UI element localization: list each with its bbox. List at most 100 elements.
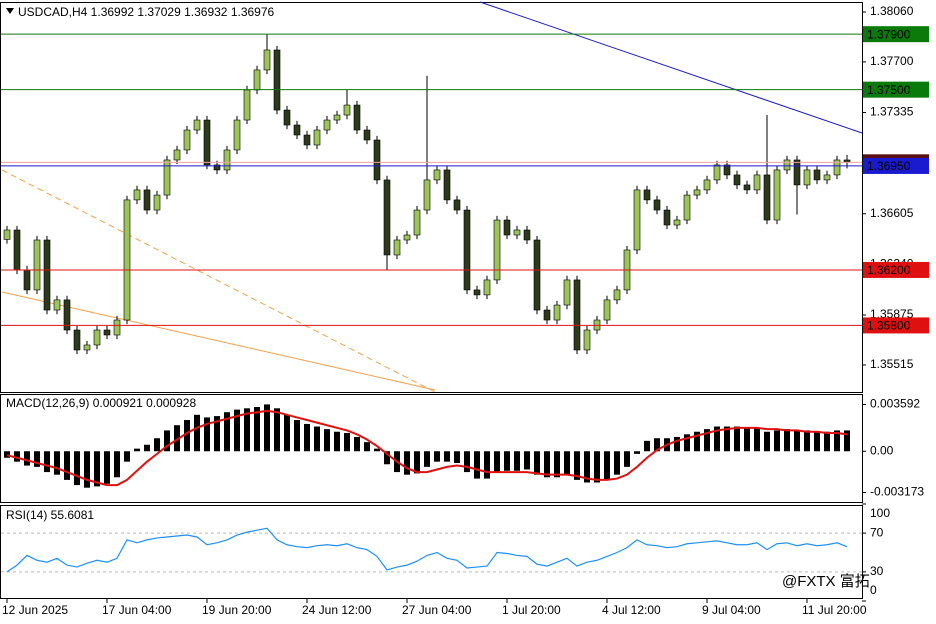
candle-body	[53, 299, 61, 311]
macd-bar	[494, 451, 500, 473]
macd-bar	[224, 412, 230, 452]
trend-line	[479, 1, 863, 134]
candle-body	[223, 149, 231, 171]
y-tick-label: -0.003173	[870, 485, 924, 499]
candle-body	[113, 319, 121, 336]
candle-body	[783, 159, 791, 171]
candle-body	[713, 164, 721, 181]
macd-bar	[404, 451, 410, 475]
candle-body	[803, 169, 811, 186]
level-label-box	[863, 26, 929, 43]
macd-bar	[364, 442, 370, 452]
level-label-box	[863, 317, 929, 334]
candle-body	[813, 169, 821, 181]
y-tick-label: 0.00	[870, 443, 894, 457]
y-tick-label: 1.37700	[870, 54, 914, 68]
candle-body	[33, 239, 41, 291]
macd-bar	[524, 451, 530, 470]
macd-bar	[244, 408, 250, 452]
candle-body	[633, 189, 641, 251]
candle-body	[153, 194, 161, 211]
candle-body	[733, 174, 741, 186]
macd-bar	[484, 451, 490, 479]
y-tick-label: 1.38060	[870, 4, 914, 18]
candle-body	[233, 119, 241, 151]
macd-bar	[334, 431, 340, 452]
candle-body	[653, 199, 661, 211]
candle-body	[793, 159, 801, 186]
candle-body	[563, 279, 571, 306]
level-label: 1.36200	[867, 263, 911, 277]
x-tick-label: 12 Jun 2025	[2, 603, 68, 617]
macd-bar	[824, 431, 830, 452]
candle-body	[343, 104, 351, 116]
candle-body	[13, 229, 21, 271]
candle-body	[743, 184, 751, 191]
macd-bar	[584, 451, 590, 483]
macd-bar	[14, 451, 20, 462]
macd-bar	[144, 444, 150, 452]
x-tick-label: 24 Jun 12:00	[302, 603, 372, 617]
candle-body	[823, 174, 831, 181]
candle-body	[573, 279, 581, 351]
level-label: 1.35800	[867, 319, 911, 333]
macd-bar	[304, 423, 310, 452]
candle-body	[833, 159, 841, 176]
macd-bar	[84, 451, 90, 488]
candle-body	[403, 234, 411, 241]
macd-bar	[744, 427, 750, 452]
x-tick-label: 9 Jul 04:00	[702, 603, 761, 617]
macd-bar	[94, 451, 100, 487]
candle-body	[463, 209, 471, 291]
candle-body	[243, 89, 251, 121]
macd-bar	[574, 451, 580, 480]
candle-body	[683, 194, 691, 221]
macd-bar	[774, 430, 780, 452]
macd-bar	[64, 451, 70, 480]
candle-body	[443, 169, 451, 201]
candle-body	[203, 119, 211, 166]
macd-bar	[124, 451, 130, 462]
macd-bar	[804, 430, 810, 452]
candle-body	[523, 229, 531, 241]
macd-bar	[214, 416, 220, 452]
macd-bar	[184, 420, 190, 452]
level-label-box	[863, 261, 929, 278]
candle-body	[193, 119, 201, 131]
candle-body	[123, 199, 131, 321]
candle-body	[583, 329, 591, 351]
macd-bar	[194, 414, 200, 452]
macd-bar	[294, 420, 300, 452]
macd-bar	[174, 425, 180, 452]
macd-bar	[644, 440, 650, 452]
x-tick-label: 27 Jun 04:00	[402, 603, 472, 617]
macd-bar	[374, 448, 380, 452]
level-label-box	[863, 157, 929, 174]
macd-bar	[164, 430, 170, 452]
level-label: 1.37900	[867, 27, 911, 41]
macd-bar	[314, 426, 320, 452]
candle-body	[293, 124, 301, 136]
y-tick-label: 1.35515	[870, 357, 914, 371]
macd-bar	[54, 451, 60, 475]
candle-body	[693, 189, 701, 196]
macd-bar	[654, 438, 660, 452]
macd-signal-line	[6, 409, 848, 487]
candle-body	[163, 159, 171, 196]
y-tick-label: 1.37335	[870, 105, 914, 119]
candle-body	[543, 309, 551, 321]
candle-body	[173, 149, 181, 161]
candle-body	[503, 219, 511, 236]
macd-bar	[264, 404, 270, 452]
candle-body	[663, 209, 671, 226]
macd-bar	[344, 433, 350, 452]
macd-title: MACD(12,26,9) 0.000921 0.000928	[6, 396, 196, 410]
macd-bar	[274, 408, 280, 452]
macd-bar	[554, 451, 560, 478]
rsi-line	[6, 527, 848, 573]
macd-bar	[74, 451, 80, 486]
x-tick-label: 11 Jul 20:00	[802, 603, 867, 617]
